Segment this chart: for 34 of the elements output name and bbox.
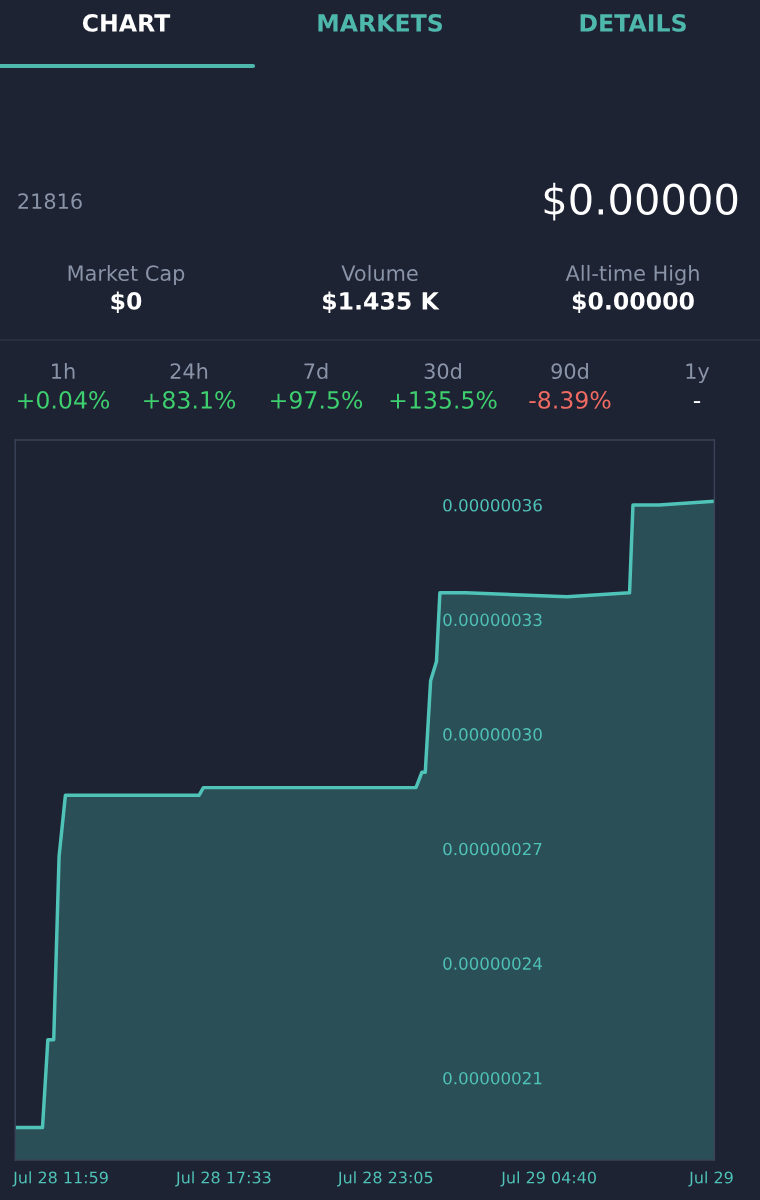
y-tick-label: 0.00000021 bbox=[443, 1071, 542, 1085]
x-tick-label: Jul 28 17:33 bbox=[175, 1171, 271, 1187]
text: $0.00000 bbox=[572, 291, 694, 313]
y-tick-label: 0.00000024 bbox=[443, 957, 542, 970]
x-tick-label: Jul 29 bbox=[688, 1171, 733, 1187]
y-tick-label: 0.00000030 bbox=[443, 728, 542, 741]
x-tick-label: Jul 28 11:59 bbox=[12, 1171, 108, 1187]
y-tick-label: 0.00000027 bbox=[443, 842, 542, 856]
text: 1y bbox=[686, 363, 710, 384]
text: 21816 bbox=[18, 193, 82, 210]
text: -8.39% bbox=[529, 390, 611, 409]
text: $1.435 K bbox=[323, 291, 440, 313]
text: 1h bbox=[52, 362, 75, 379]
y-tick-label: 0.00000036 bbox=[443, 498, 542, 512]
text: $0 bbox=[111, 291, 142, 313]
text: MARKETS bbox=[318, 13, 443, 32]
text: 30d bbox=[424, 362, 461, 380]
text: +0.04% bbox=[18, 390, 110, 409]
text: Market Cap bbox=[68, 264, 185, 286]
x-tick-label: Jul 29 04:40 bbox=[500, 1171, 596, 1187]
x-tick-label: Jul 28 23:05 bbox=[337, 1171, 433, 1187]
text: +83.1% bbox=[144, 390, 236, 409]
text: CHART bbox=[82, 13, 171, 32]
text: - bbox=[693, 401, 701, 403]
text: DETAILS bbox=[580, 13, 686, 32]
text: +97.5% bbox=[271, 390, 363, 409]
text: 24h bbox=[170, 362, 208, 379]
text: 90d bbox=[551, 362, 588, 380]
text: All-time High bbox=[565, 264, 699, 286]
text: 7d bbox=[304, 362, 328, 380]
y-tick-label: 0.00000033 bbox=[443, 613, 542, 627]
text: Volume bbox=[341, 264, 418, 282]
text: $0.00000 bbox=[544, 182, 738, 221]
text: +135.5% bbox=[390, 390, 497, 409]
